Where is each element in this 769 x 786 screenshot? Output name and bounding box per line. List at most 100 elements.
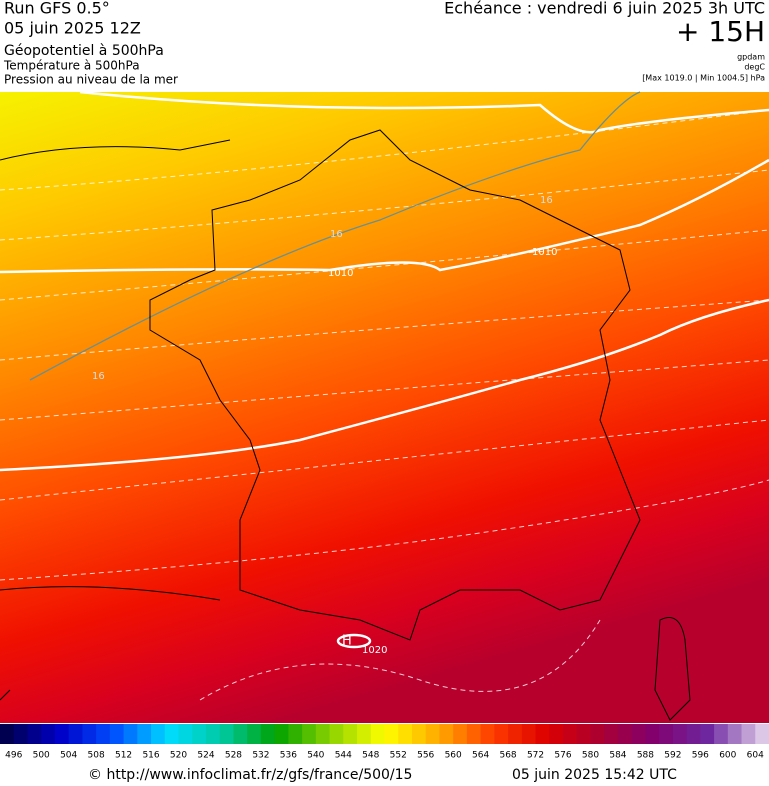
color-swatch [219,724,234,744]
color-swatch [604,724,619,744]
color-swatch [302,724,317,744]
color-swatch [563,724,578,744]
color-swatch [549,724,564,744]
colorbar-label: 508 [88,751,105,761]
color-swatch [164,724,180,744]
color-swatch [398,724,413,744]
colorbar-label: 592 [664,751,681,761]
color-swatch [233,724,248,744]
contour-label: 1010 [532,247,557,258]
color-swatch [260,724,276,744]
colorbar-label: 496 [5,751,22,761]
contour-label: 16 [330,229,343,240]
color-swatch [384,724,399,744]
corsica-outline [654,617,691,721]
color-swatch [13,724,28,744]
color-swatch [453,724,468,744]
color-swatch [535,724,550,744]
temperature-16-line [29,91,641,381]
map-labels: 16 16 16 1010 1010 1020 H [92,195,557,656]
color-swatch [521,724,537,744]
isobars [0,90,769,649]
colorbar-label: 504 [60,751,77,761]
color-swatch [686,724,701,744]
color-swatch [315,724,331,744]
colorbar-label: 604 [747,751,764,761]
color-swatch [672,724,688,744]
color-swatch [466,724,482,744]
field-label: Pression au niveau de la mer [4,73,178,87]
color-swatch [123,724,138,744]
contour-label: 1010 [328,268,353,279]
color-swatch [27,724,42,744]
color-swatch [247,724,262,744]
color-swatch [274,724,289,744]
colorbar-label: 540 [307,751,324,761]
colorbar: 496 500 504 508 512 516 520 524 528 532 536 540 544 5… [0,724,769,761]
color-swatch [178,724,193,744]
color-swatch [576,724,591,744]
colorbar-label: 552 [390,751,407,761]
unit: degC [744,63,765,72]
colorbar-label: 512 [115,751,132,761]
colorbar-label: 532 [252,751,269,761]
contour-label: 16 [92,371,105,382]
color-swatch [425,724,440,744]
colorbar-label: 572 [527,751,544,761]
timestamp: 05 juin 2025 15:42 UTC [512,767,677,783]
color-swatch [480,724,495,744]
colorbar-label: 556 [417,751,434,761]
color-swatch [714,724,729,744]
color-swatch [41,724,56,744]
colorbar-label: 580 [582,751,599,761]
colorbar-label: 568 [499,751,516,761]
colorbar-label: 520 [170,751,187,761]
high-pressure: H [342,634,352,649]
coastline [0,139,231,701]
color-swatch [54,724,70,744]
color-swatch [439,724,454,744]
color-swatch [727,724,743,744]
colorbar-label: 536 [280,751,297,761]
color-swatch [645,724,660,744]
lead-time: + 15H [676,15,765,48]
color-swatch [741,724,756,744]
temperature-field [0,92,769,723]
color-swatch [411,724,427,744]
colorbar-label: 584 [609,751,626,761]
color-swatch [192,724,207,744]
unit: gpdam [737,53,765,62]
colorbar-label: 500 [33,751,50,761]
range: [Max 1019.0 | Min 1004.5] hPa [642,74,765,83]
color-swatch [755,724,769,744]
color-swatch [151,724,166,744]
color-swatch [109,724,125,744]
color-swatch [288,724,303,744]
color-swatch [700,724,715,744]
color-swatch [370,724,385,744]
color-swatch [617,724,633,744]
color-swatch [329,724,344,744]
source: © http://www.infoclimat.fr/z/gfs/france/… [88,767,412,783]
color-swatch [82,724,97,744]
temperature-contours [0,109,769,701]
run-date: 05 juin 2025 12Z [4,19,141,38]
colorbar-label: 596 [692,751,709,761]
color-swatch [508,724,523,744]
color-swatch [68,724,83,744]
color-swatch [659,724,674,744]
france-outline [149,129,641,641]
colorbar-label: 544 [335,751,352,761]
field-label: Géopotentiel à 500hPa [4,43,164,59]
colorbar-label: 548 [362,751,379,761]
colorbar-label: 564 [472,751,489,761]
colorbar-label: 516 [142,751,159,761]
colorbar-label: 528 [225,751,242,761]
field-label: Température à 500hPa [3,59,140,73]
colorbar-label: 576 [554,751,571,761]
color-swatch [494,724,509,744]
color-swatch [357,724,372,744]
color-swatch [137,724,152,744]
